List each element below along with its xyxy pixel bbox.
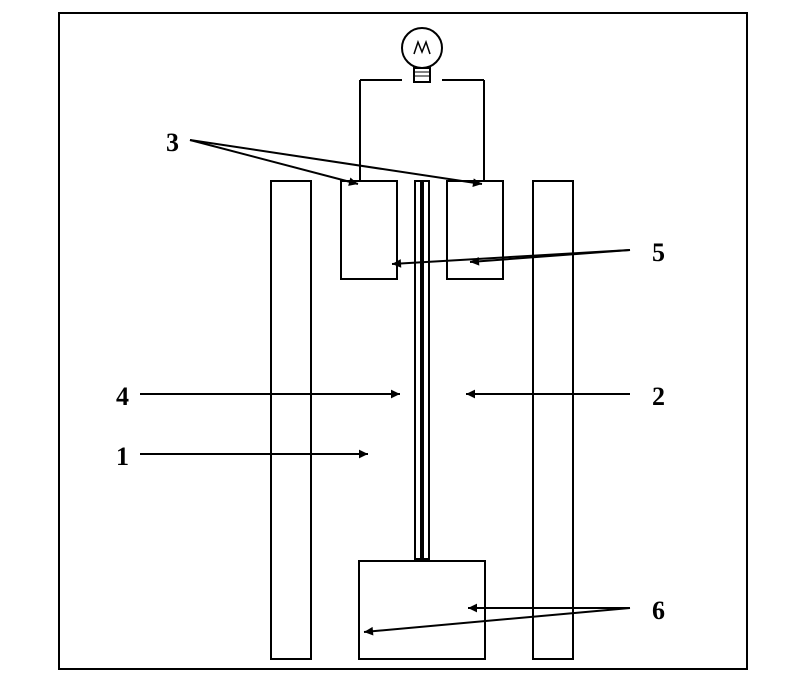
label-6: 6 [652,596,665,626]
bottom-reservoir [358,560,486,660]
label-1: 1 [116,442,129,472]
membrane-left [414,180,422,560]
left-inner-block [340,180,398,280]
left-outer-wall [270,180,312,660]
right-inner-block [446,180,504,280]
right-outer-wall [532,180,574,660]
membrane-right [422,180,430,560]
label-4: 4 [116,382,129,412]
label-3: 3 [166,128,179,158]
label-5: 5 [652,238,665,268]
label-2: 2 [652,382,665,412]
